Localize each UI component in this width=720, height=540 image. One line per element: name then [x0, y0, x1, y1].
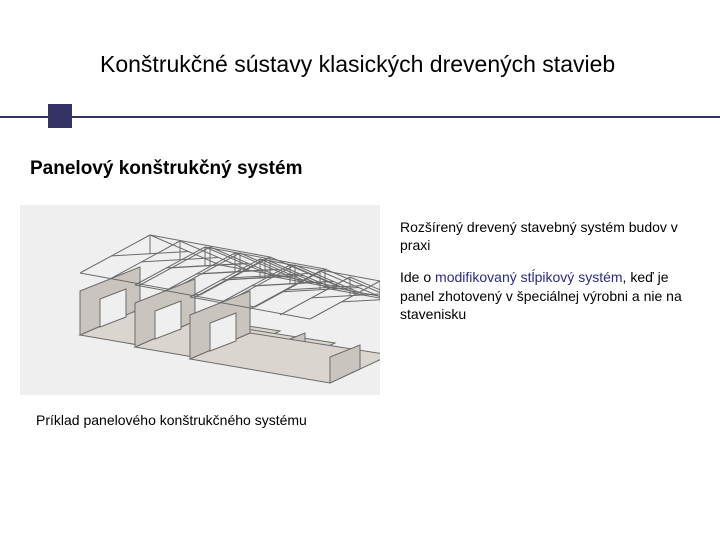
subtitle: Panelový konštrukčný systém	[30, 158, 302, 180]
title-underline	[0, 116, 720, 118]
body-emphasis: modifikovaný stĺpikový systém	[435, 269, 623, 285]
title-bullet-square	[48, 104, 72, 128]
slide: Konštrukčné sústavy klasických drevených…	[0, 0, 720, 540]
figure-caption: Príklad panelového konštrukčného systému	[36, 412, 307, 428]
description-column: Rozšírený drevený stavebný systém budov …	[400, 218, 686, 323]
panel-system-svg	[20, 205, 380, 395]
title-block: Konštrukčné sústavy klasických drevených…	[100, 50, 660, 85]
description-heading: Rozšírený drevený stavebný systém budov …	[400, 218, 686, 254]
description-body: Ide o modifikovaný stĺpikový systém, keď…	[400, 268, 686, 323]
panel-system-figure	[20, 205, 380, 395]
body-pre: Ide o	[400, 269, 435, 285]
slide-title: Konštrukčné sústavy klasických drevených…	[100, 50, 660, 85]
